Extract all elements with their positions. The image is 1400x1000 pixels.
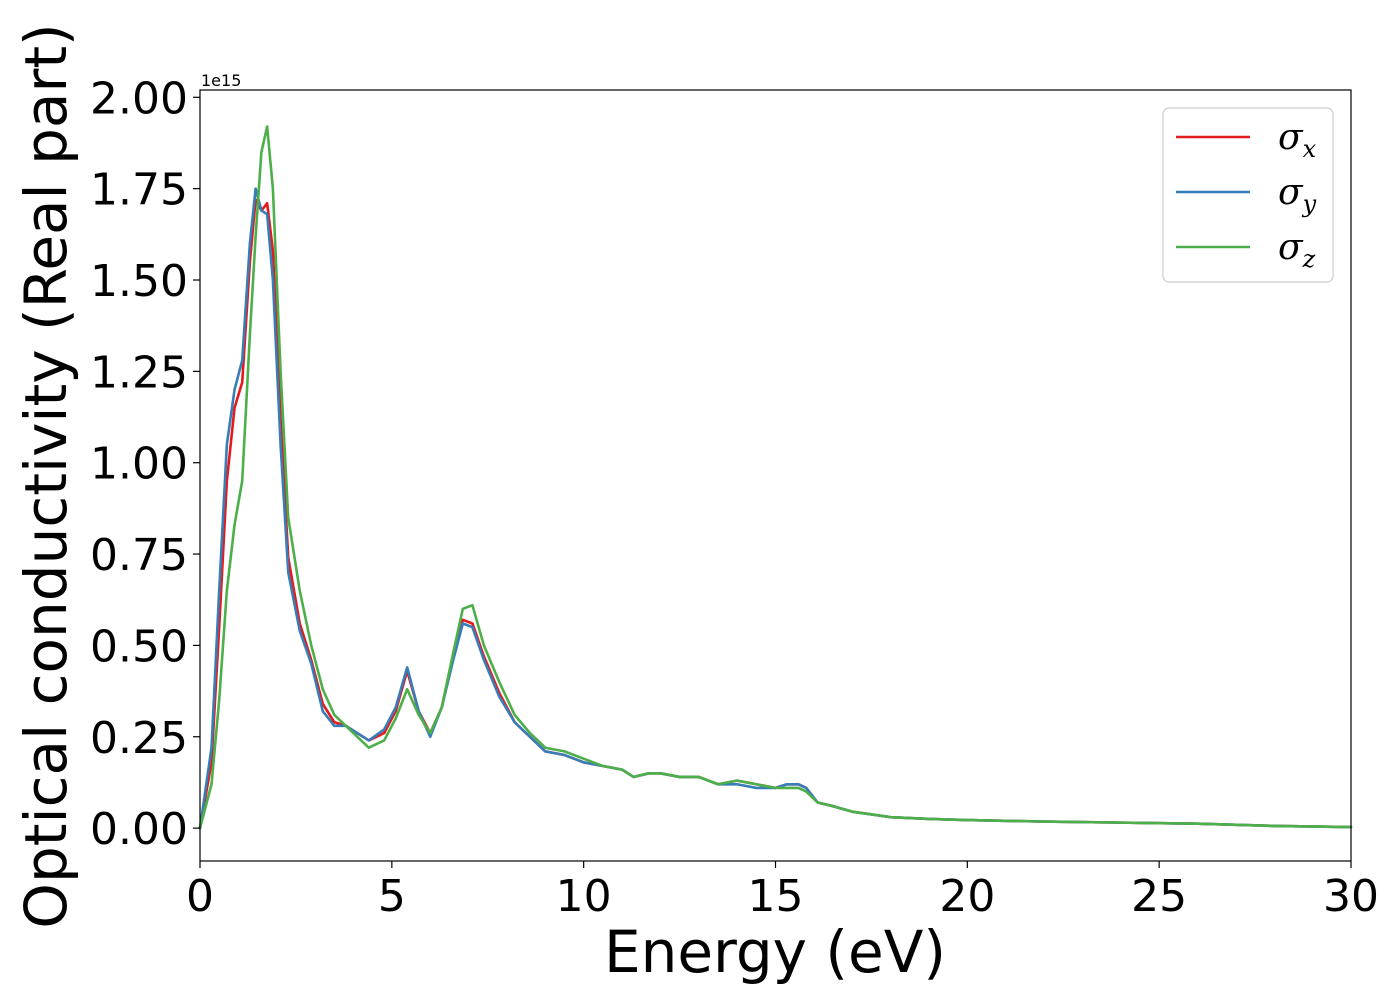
y-tick-label: 0.25 [90, 713, 188, 764]
x-tick-label: 10 [556, 871, 612, 922]
plot-background [200, 90, 1351, 861]
y-tick-label: 1.50 [90, 256, 188, 307]
y-tick-label: 0.75 [90, 530, 188, 581]
legend-label-subscript: z [1302, 245, 1316, 273]
x-tick-label: 15 [748, 871, 804, 922]
legend-label-base: σ [1278, 227, 1304, 268]
series-line-z [198, 125, 1353, 830]
y-tick-label: 1.25 [90, 347, 188, 398]
x-axis-ticks: 0 5 10 15 20 25 30 [186, 861, 1379, 922]
legend-label-x: σx [1278, 117, 1317, 163]
y-tick-label: 0.00 [90, 804, 188, 855]
legend-label-z: σz [1278, 227, 1316, 273]
legend-label-base: σ [1278, 117, 1304, 158]
legend-label-subscript: x [1303, 135, 1317, 163]
x-tick-label: 0 [186, 871, 214, 922]
y-axis-label: Optical conductivity (Real part) [12, 23, 80, 928]
x-axis-label: Energy (eV) [604, 918, 946, 986]
y-axis-ticks: 0.00 0.25 0.50 0.75 1.00 1.25 1.50 1.75 2.00 [90, 73, 200, 855]
y-offset-label: 1e15 [201, 71, 241, 90]
x-tick-label: 30 [1323, 871, 1379, 922]
y-tick-label: 2.00 [90, 73, 188, 124]
legend-box [1162, 107, 1334, 283]
legend-label-base: σ [1278, 172, 1304, 213]
x-tick-label: 5 [378, 871, 406, 922]
y-tick-label: 1.00 [90, 439, 188, 490]
x-tick-label: 25 [1131, 871, 1187, 922]
y-tick-label: 1.75 [90, 165, 188, 216]
x-tick-label: 20 [939, 871, 995, 922]
series-layer [198, 125, 1353, 830]
y-tick-label: 0.50 [90, 621, 188, 672]
legend-label-y: σy [1278, 172, 1317, 218]
legend-label-subscript: y [1302, 190, 1317, 218]
